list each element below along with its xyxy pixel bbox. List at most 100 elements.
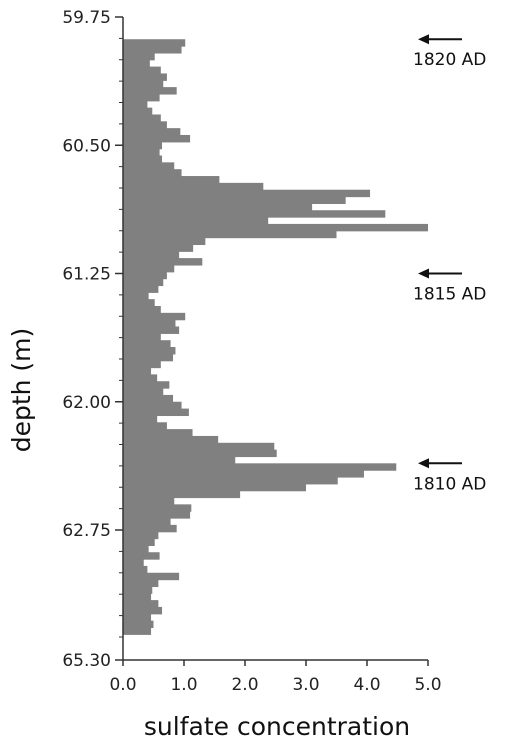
- bar: [123, 463, 397, 471]
- bar: [123, 100, 148, 109]
- bar: [123, 244, 194, 252]
- bar: [123, 312, 186, 321]
- bar: [123, 340, 171, 348]
- annotation-label: 1810 AD: [413, 474, 486, 494]
- bar: [123, 606, 163, 615]
- bar: [123, 176, 220, 184]
- x-tick-label: 4.0: [353, 675, 380, 695]
- bar: [123, 87, 177, 95]
- bar: [123, 559, 144, 567]
- bar: [123, 182, 264, 191]
- annotation-arrowhead: [418, 34, 429, 45]
- bar: [123, 435, 219, 444]
- annotation-label: 1820 AD: [413, 50, 486, 70]
- bar: [123, 483, 306, 492]
- bar: [123, 347, 176, 355]
- bar: [123, 217, 269, 225]
- bar: [123, 511, 191, 519]
- y-tick-label: 65.30: [62, 651, 111, 671]
- bar: [123, 388, 164, 396]
- bars-group: [123, 39, 428, 635]
- bar: [123, 476, 338, 485]
- bar: [123, 66, 161, 75]
- bar: [123, 394, 174, 403]
- bar: [123, 456, 236, 464]
- bar: [123, 52, 155, 61]
- bar: [123, 93, 160, 102]
- bar: [123, 620, 154, 629]
- bar: [123, 579, 159, 588]
- y-ticks-group: 59.75 60.50 61.25 62.00 62.75 65.30: [62, 8, 123, 671]
- bar: [123, 449, 277, 458]
- bar: [123, 442, 275, 451]
- bar: [123, 141, 163, 150]
- bar: [123, 148, 160, 157]
- bar: [123, 524, 177, 533]
- y-tick-label: 62.00: [62, 393, 111, 413]
- bar: [123, 600, 159, 608]
- bar: [123, 169, 182, 177]
- y-tick-label: 61.25: [62, 265, 111, 285]
- bar: [123, 285, 159, 293]
- bar: [123, 586, 153, 594]
- bar: [123, 401, 182, 410]
- bar: [123, 565, 148, 574]
- x-ticks-group: 0.0 1.0 2.0 3.0 4.0 5.0: [109, 660, 442, 695]
- bar: [123, 538, 155, 546]
- bar: [123, 155, 163, 163]
- bar: [123, 203, 313, 211]
- bar: [123, 128, 181, 136]
- bar: [123, 271, 167, 280]
- y-axis-title: depth (m): [7, 328, 36, 453]
- bar: [123, 210, 386, 218]
- bar: [123, 408, 189, 417]
- bar: [123, 593, 152, 601]
- bar: [123, 518, 171, 526]
- bar: [123, 189, 371, 198]
- bar: [123, 333, 161, 341]
- x-tick-label: 3.0: [292, 675, 319, 695]
- bar: [123, 552, 160, 560]
- bar: [123, 613, 152, 622]
- bar: [123, 319, 176, 328]
- bar: [123, 107, 153, 116]
- bar: [123, 264, 175, 273]
- annotation-arrowhead: [418, 458, 429, 469]
- bar: [123, 415, 158, 423]
- bar: [123, 381, 170, 389]
- x-tick-label: 1.0: [170, 675, 197, 695]
- bar: [123, 531, 159, 540]
- bar: [123, 292, 149, 300]
- bar: [123, 278, 164, 287]
- bar: [123, 627, 152, 635]
- bar: [123, 545, 149, 553]
- bar: [123, 504, 192, 512]
- bar: [123, 59, 150, 68]
- y-tick-label: 62.75: [62, 521, 111, 541]
- bar: [123, 134, 191, 143]
- bar: [123, 114, 161, 122]
- bar: [123, 230, 337, 239]
- x-tick-label: 5.0: [414, 675, 441, 695]
- x-tick-label: 0.0: [109, 675, 136, 695]
- bar: [123, 572, 180, 581]
- annotations-group: 1820 AD 1815 AD 1810 AD: [413, 34, 486, 494]
- bar: [123, 196, 346, 204]
- axes-group: [122, 17, 428, 661]
- annotation-arrowhead: [418, 268, 429, 279]
- annotation-label: 1815 AD: [413, 285, 486, 305]
- bar: [123, 429, 193, 437]
- bar: [123, 326, 180, 334]
- bar: [123, 353, 174, 362]
- bar: [123, 360, 161, 369]
- bar: [123, 237, 206, 246]
- bar: [123, 73, 167, 81]
- bar: [123, 251, 180, 259]
- bar: [123, 490, 241, 499]
- bar: [123, 223, 428, 232]
- bar: [123, 367, 152, 375]
- bar: [123, 299, 155, 307]
- bar: [123, 162, 175, 170]
- bar: [123, 305, 161, 314]
